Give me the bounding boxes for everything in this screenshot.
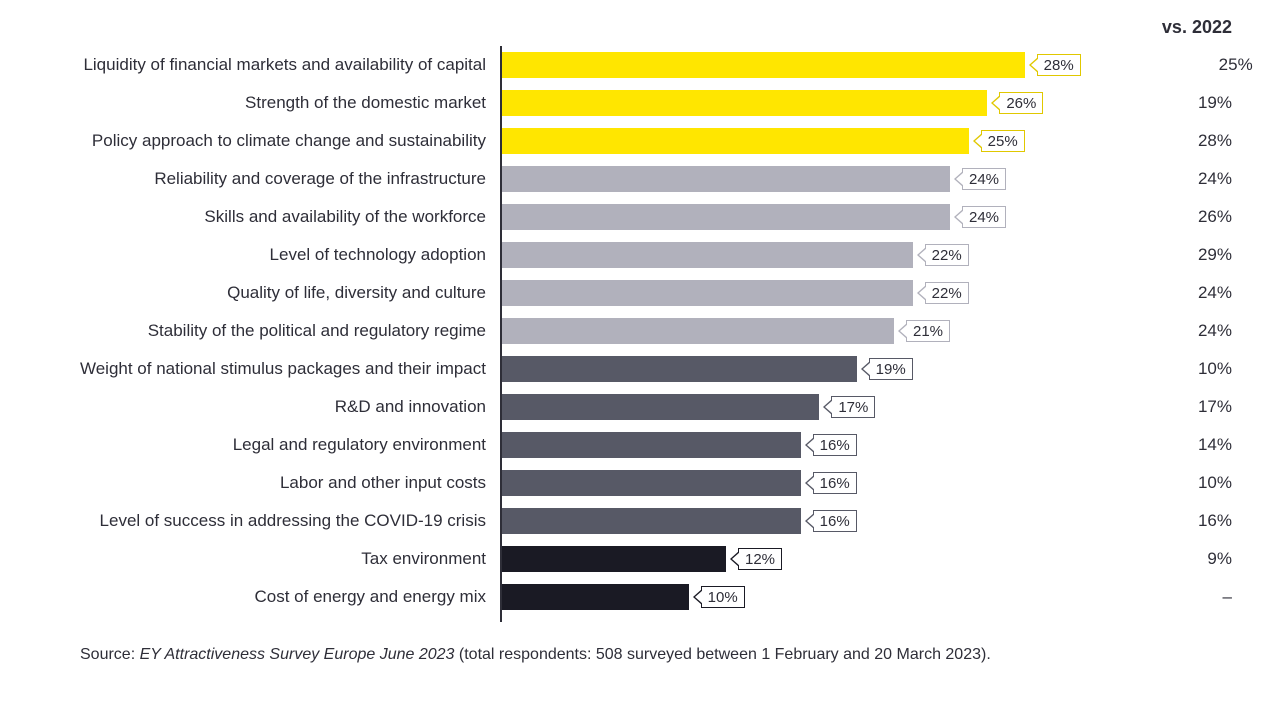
bar-row: Labor and other input costs 16% 10% xyxy=(40,464,1240,502)
source-name: EY Attractiveness Survey Europe June 202… xyxy=(140,646,455,663)
bar-cell: 16% xyxy=(500,502,1060,540)
bar-row: Cost of energy and energy mix 10% – xyxy=(40,578,1240,616)
bar-row: Liquidity of financial markets and avail… xyxy=(40,46,1240,84)
vs-2022-value: 24% xyxy=(1060,169,1240,189)
bar-label: Weight of national stimulus packages and… xyxy=(40,359,500,379)
bar-label: Cost of energy and energy mix xyxy=(40,587,500,607)
bar-cell: 28% xyxy=(500,46,1081,84)
value-tag: 25% xyxy=(981,130,1025,152)
value-tag: 16% xyxy=(813,434,857,456)
bar xyxy=(502,508,801,534)
bar xyxy=(502,546,726,572)
value-tag: 28% xyxy=(1037,54,1081,76)
bar-label: Level of technology adoption xyxy=(40,245,500,265)
vs-2022-value: 9% xyxy=(1060,549,1240,569)
bar xyxy=(502,52,1025,78)
bar-row: Policy approach to climate change and su… xyxy=(40,122,1240,160)
vs-2022-value: 17% xyxy=(1060,397,1240,417)
vs-2022-value: 28% xyxy=(1060,131,1240,151)
header-row: vs. 2022 xyxy=(40,14,1240,40)
bar-cell: 21% xyxy=(500,312,1060,350)
value-tag: 17% xyxy=(831,396,875,418)
vs-2022-value: – xyxy=(1060,587,1240,607)
bar xyxy=(502,584,689,610)
bar-cell: 16% xyxy=(500,464,1060,502)
bar-cell: 22% xyxy=(500,236,1060,274)
bar xyxy=(502,90,987,116)
vs-column-header: vs. 2022 xyxy=(1060,17,1240,38)
bar-row: Level of success in addressing the COVID… xyxy=(40,502,1240,540)
bar-label: Legal and regulatory environment xyxy=(40,435,500,455)
vs-2022-value: 29% xyxy=(1060,245,1240,265)
bar-cell: 17% xyxy=(500,388,1060,426)
bar-cell: 26% xyxy=(500,84,1060,122)
vs-2022-value: 10% xyxy=(1060,359,1240,379)
bar-label: R&D and innovation xyxy=(40,397,500,417)
value-tag: 22% xyxy=(925,282,969,304)
bar-rows: Liquidity of financial markets and avail… xyxy=(40,46,1240,616)
value-tag: 19% xyxy=(869,358,913,380)
bar-cell: 24% xyxy=(500,160,1060,198)
bar-label: Liquidity of financial markets and avail… xyxy=(40,55,500,75)
value-tag: 16% xyxy=(813,510,857,532)
bar-label: Level of success in addressing the COVID… xyxy=(40,511,500,531)
vs-2022-value: 19% xyxy=(1060,93,1240,113)
bar-row: Weight of national stimulus packages and… xyxy=(40,350,1240,388)
bar xyxy=(502,432,801,458)
vs-2022-value: 10% xyxy=(1060,473,1240,493)
vs-2022-value: 16% xyxy=(1060,511,1240,531)
bar-label: Skills and availability of the workforce xyxy=(40,207,500,227)
bar xyxy=(502,394,819,420)
bar-row: Reliability and coverage of the infrastr… xyxy=(40,160,1240,198)
value-tag: 22% xyxy=(925,244,969,266)
bar-row: Quality of life, diversity and culture 22… xyxy=(40,274,1240,312)
vs-2022-value: 24% xyxy=(1060,283,1240,303)
bar xyxy=(502,242,913,268)
value-tag: 21% xyxy=(906,320,950,342)
value-tag: 24% xyxy=(962,168,1006,190)
bar-cell: 12% xyxy=(500,540,1060,578)
bar-cell: 19% xyxy=(500,350,1060,388)
bar xyxy=(502,280,913,306)
bar-row: Level of technology adoption 22% 29% xyxy=(40,236,1240,274)
value-tag: 12% xyxy=(738,548,782,570)
bar xyxy=(502,318,894,344)
bar-cell: 24% xyxy=(500,198,1060,236)
bar-cell: 25% xyxy=(500,122,1060,160)
vs-2022-value: 24% xyxy=(1060,321,1240,341)
bar xyxy=(502,128,969,154)
bar-label: Strength of the domestic market xyxy=(40,93,500,113)
axis-stub xyxy=(40,616,1240,622)
vs-2022-value: 25% xyxy=(1081,55,1261,75)
bar-row: Stability of the political and regulator… xyxy=(40,312,1240,350)
bar-label: Labor and other input costs xyxy=(40,473,500,493)
value-tag: 16% xyxy=(813,472,857,494)
bar-label: Stability of the political and regulator… xyxy=(40,321,500,341)
bar-cell: 16% xyxy=(500,426,1060,464)
bar-label: Quality of life, diversity and culture xyxy=(40,283,500,303)
bar-cell: 22% xyxy=(500,274,1060,312)
bar xyxy=(502,356,857,382)
source-prefix: Source: xyxy=(80,646,140,663)
bar-row: Tax environment 12% 9% xyxy=(40,540,1240,578)
source-suffix: (total respondents: 508 surveyed between… xyxy=(454,646,990,663)
bar-row: Strength of the domestic market 26% 19% xyxy=(40,84,1240,122)
bar xyxy=(502,204,950,230)
bar-row: Skills and availability of the workforce… xyxy=(40,198,1240,236)
bar-label: Policy approach to climate change and su… xyxy=(40,131,500,151)
bar-cell: 10% xyxy=(500,578,1060,616)
bar xyxy=(502,470,801,496)
bar-row: R&D and innovation 17% 17% xyxy=(40,388,1240,426)
bar xyxy=(502,166,950,192)
value-tag: 24% xyxy=(962,206,1006,228)
bar-row: Legal and regulatory environment 16% 14% xyxy=(40,426,1240,464)
bar-label: Tax environment xyxy=(40,549,500,569)
value-tag: 10% xyxy=(701,586,745,608)
horizontal-bar-chart: vs. 2022 Liquidity of financial markets … xyxy=(0,0,1280,720)
value-tag: 26% xyxy=(999,92,1043,114)
vs-2022-value: 14% xyxy=(1060,435,1240,455)
vs-2022-value: 26% xyxy=(1060,207,1240,227)
source-line: Source: EY Attractiveness Survey Europe … xyxy=(40,646,1240,664)
bar-label: Reliability and coverage of the infrastr… xyxy=(40,169,500,189)
